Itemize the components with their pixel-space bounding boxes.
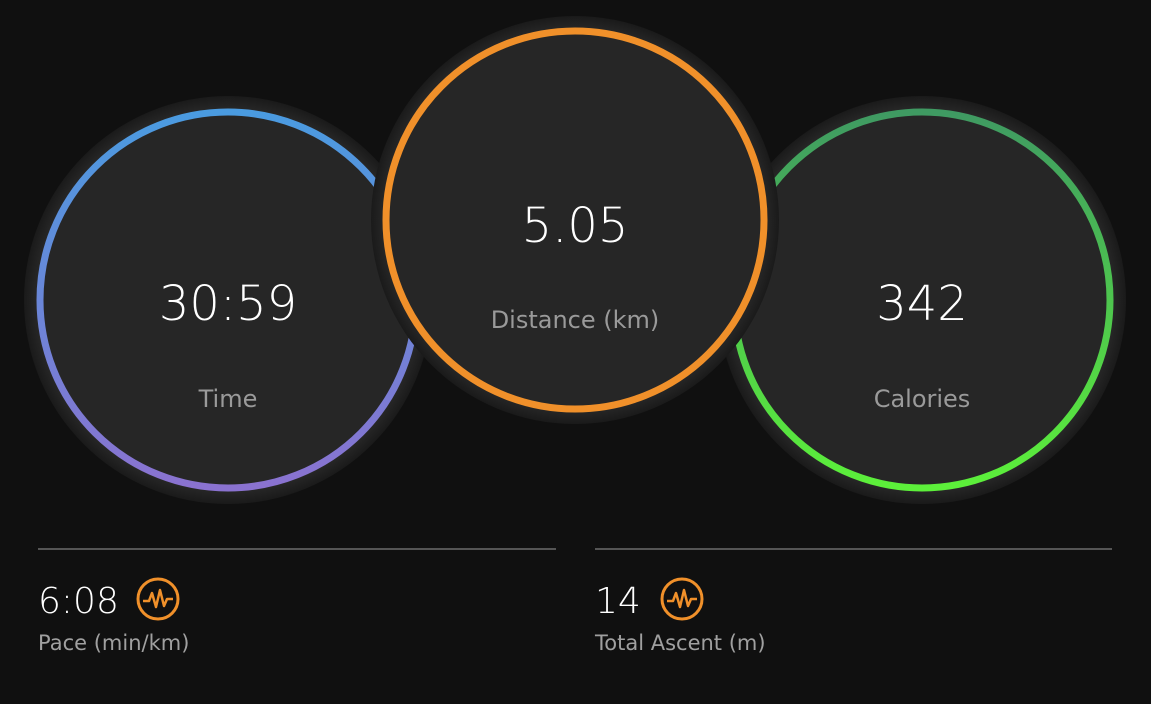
metric-label: Distance (km) [491,306,660,334]
performance-icon [660,577,704,621]
metric-value: 5.05 [522,198,629,254]
performance-icon [136,577,180,621]
distance-gauge: 5.05 Distance (km) [371,16,779,424]
metric-value: 342 [876,276,968,332]
metric-label: Time [198,385,258,413]
stat-label: Total Ascent (m) [594,631,766,655]
ring [382,27,768,413]
stat-value: 14 [595,581,641,622]
calories-gauge: 342 Calories [718,96,1126,504]
metric-label: Calories [874,385,971,413]
time-gauge: 30:59 Time [24,96,432,504]
stat-value: 6:08 [38,581,119,622]
metric-value: 30:59 [159,276,297,332]
stat-label: Pace (min/km) [38,631,189,655]
